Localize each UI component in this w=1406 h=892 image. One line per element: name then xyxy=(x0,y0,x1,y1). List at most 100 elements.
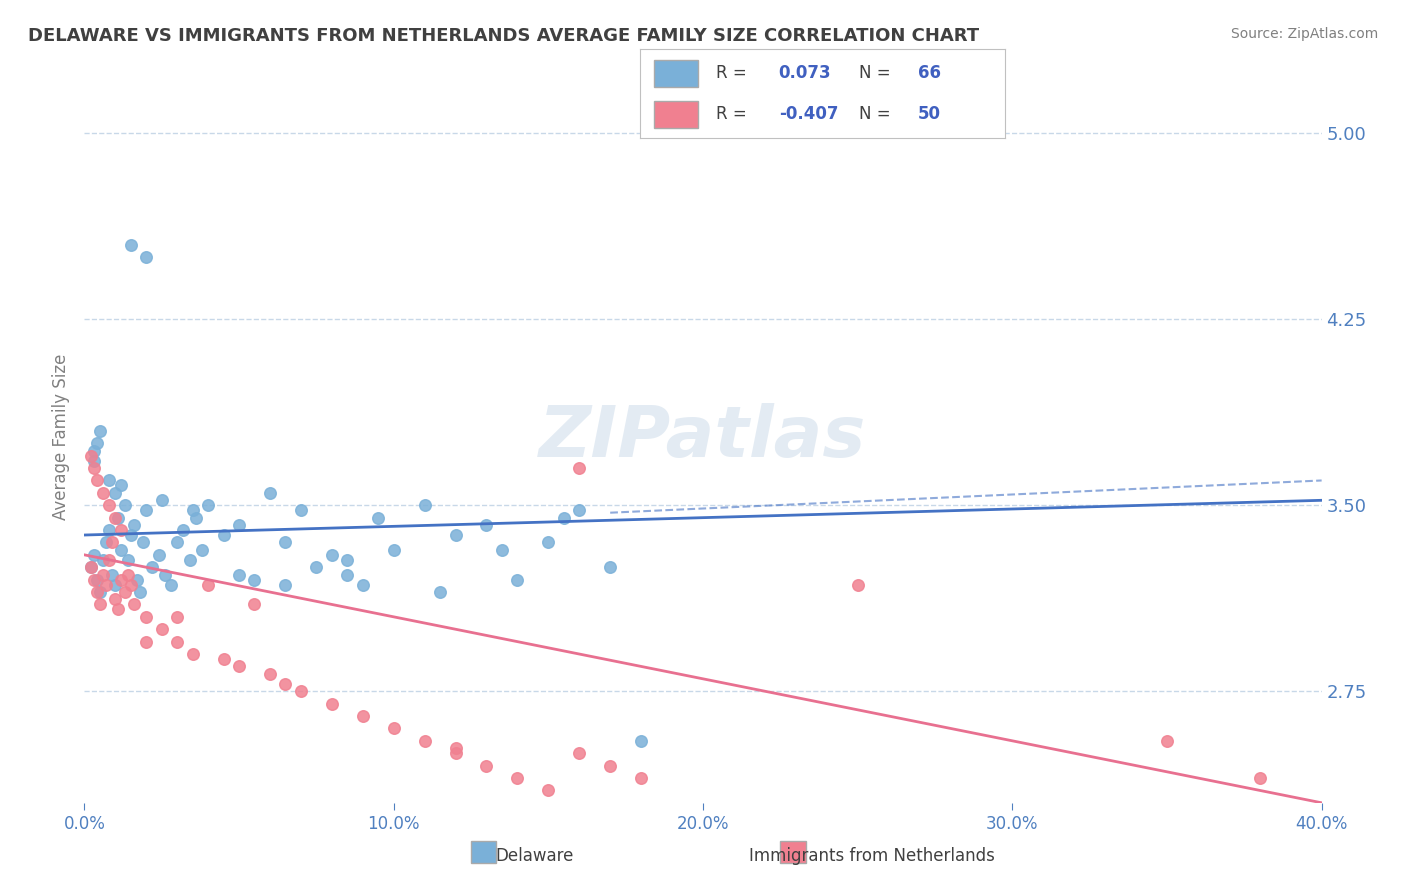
Point xyxy=(160,577,183,591)
Point xyxy=(630,734,652,748)
Point xyxy=(444,741,467,756)
Point xyxy=(491,542,513,557)
Point xyxy=(98,474,121,488)
Point xyxy=(228,567,250,582)
Point xyxy=(83,461,105,475)
Point xyxy=(290,684,312,698)
Point xyxy=(172,523,194,537)
Point xyxy=(181,647,204,661)
Point xyxy=(321,548,343,562)
Point xyxy=(1156,734,1178,748)
Point xyxy=(506,771,529,785)
Point xyxy=(150,493,173,508)
Point xyxy=(94,535,117,549)
Point xyxy=(117,567,139,582)
Point xyxy=(98,523,121,537)
Text: 50: 50 xyxy=(918,105,941,123)
Text: Source: ZipAtlas.com: Source: ZipAtlas.com xyxy=(1230,27,1378,41)
Point xyxy=(181,503,204,517)
Point xyxy=(444,528,467,542)
Point xyxy=(568,746,591,760)
Point xyxy=(135,250,157,264)
Point xyxy=(166,610,188,624)
Point xyxy=(321,697,343,711)
Point xyxy=(104,510,127,524)
Point xyxy=(166,535,188,549)
Point xyxy=(568,503,591,517)
Point xyxy=(336,553,359,567)
Point xyxy=(122,518,145,533)
Point xyxy=(475,758,498,772)
Point xyxy=(352,709,374,723)
Text: R =: R = xyxy=(717,64,747,82)
Point xyxy=(104,592,127,607)
Point xyxy=(83,548,105,562)
Point xyxy=(114,585,136,599)
Point xyxy=(89,585,111,599)
Point xyxy=(89,598,111,612)
Point xyxy=(197,498,219,512)
Point xyxy=(305,560,328,574)
Point xyxy=(444,746,467,760)
Point xyxy=(1249,771,1271,785)
Point xyxy=(86,474,108,488)
Point xyxy=(191,542,214,557)
Point xyxy=(122,598,145,612)
Point xyxy=(104,486,127,500)
Point xyxy=(150,622,173,636)
Point xyxy=(83,573,105,587)
Point xyxy=(132,535,155,549)
Point xyxy=(101,535,124,549)
Point xyxy=(243,598,266,612)
Point xyxy=(179,553,201,567)
Point xyxy=(212,652,235,666)
Y-axis label: Average Family Size: Average Family Size xyxy=(52,354,70,520)
Point xyxy=(117,553,139,567)
Point xyxy=(148,548,170,562)
Point xyxy=(537,535,560,549)
Point xyxy=(86,436,108,450)
Point xyxy=(94,577,117,591)
Point xyxy=(429,585,451,599)
Point xyxy=(382,722,405,736)
Point xyxy=(86,573,108,587)
Point xyxy=(107,602,129,616)
Point xyxy=(110,573,132,587)
Point xyxy=(259,486,281,500)
Point xyxy=(120,528,142,542)
Point xyxy=(228,518,250,533)
Point xyxy=(104,577,127,591)
Point xyxy=(107,510,129,524)
Point xyxy=(110,542,132,557)
Point xyxy=(114,498,136,512)
Point xyxy=(135,503,157,517)
Point xyxy=(367,510,389,524)
Text: Delaware: Delaware xyxy=(495,847,574,865)
Text: N =: N = xyxy=(859,64,890,82)
Text: Immigrants from Netherlands: Immigrants from Netherlands xyxy=(749,847,994,865)
Point xyxy=(79,560,101,574)
Point xyxy=(135,610,157,624)
Point xyxy=(506,573,529,587)
Point xyxy=(120,577,142,591)
Text: ZIPatlas: ZIPatlas xyxy=(540,402,866,472)
Point xyxy=(336,567,359,582)
Point xyxy=(228,659,250,673)
FancyBboxPatch shape xyxy=(654,60,699,87)
Point xyxy=(89,424,111,438)
Text: 66: 66 xyxy=(918,64,941,82)
Point xyxy=(413,734,436,748)
Point xyxy=(537,783,560,797)
Point xyxy=(243,573,266,587)
Point xyxy=(101,567,124,582)
FancyBboxPatch shape xyxy=(654,101,699,128)
Point xyxy=(91,553,114,567)
Point xyxy=(290,503,312,517)
Point xyxy=(83,443,105,458)
Point xyxy=(274,535,297,549)
Point xyxy=(83,453,105,467)
Point xyxy=(352,577,374,591)
Point xyxy=(184,510,207,524)
Point xyxy=(630,771,652,785)
Point xyxy=(846,577,869,591)
